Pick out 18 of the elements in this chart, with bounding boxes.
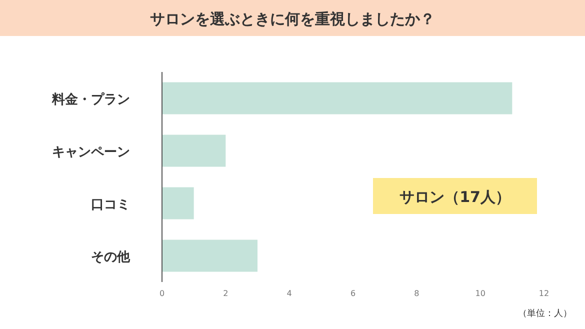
bar [162,82,512,114]
y-tick-label: 料金・プラン [51,91,130,108]
x-tick-label: 6 [350,289,356,298]
y-tick-label: その他 [91,250,131,265]
x-tick-label: 0 [159,289,165,298]
x-tick-label: 12 [538,289,550,298]
bar [162,134,226,167]
y-tick-label: キャンペーン [52,144,130,160]
x-tick-label: 10 [475,289,486,298]
chart-title: サロンを選ぶときに何を重視しましたか？ [150,10,435,28]
x-tick-label: 4 [286,289,292,298]
y-tick-label: 口コミ [91,197,130,212]
bar [162,240,258,272]
x-tick-label: 2 [223,289,228,298]
text: （単位：人） [518,308,572,319]
x-tick-label: 8 [414,289,420,298]
annotation: サロン（17人） [400,188,510,206]
bar [162,187,194,220]
